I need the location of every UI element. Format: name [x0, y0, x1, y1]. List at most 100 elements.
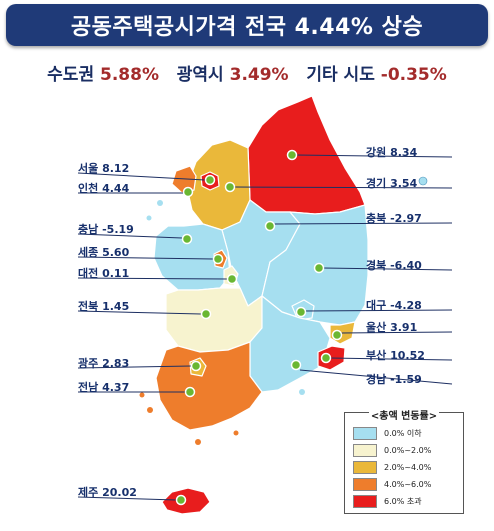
marker-seoul	[204, 174, 216, 186]
label-daejeon-value: 0.11	[102, 267, 130, 280]
leader-line-chungbuk	[273, 222, 453, 225]
label-incheon-name: 인천	[78, 182, 99, 195]
title-banner: 공동주택공시가격 전국 4.44% 상승	[6, 4, 488, 46]
label-sejong-value: 5.60	[102, 246, 130, 259]
island-west-2	[146, 215, 152, 221]
label-daegu-value: -4.28	[390, 299, 422, 312]
leader-line-daejeon	[77, 277, 228, 280]
marker-gyeonggi	[224, 181, 236, 193]
leader-line-chungnam	[77, 233, 183, 239]
island-geoje	[299, 389, 305, 395]
legend-item: 6.0% 초과	[353, 494, 422, 508]
label-jeonnam: 전남 4.37	[78, 379, 129, 395]
marker-chungbuk	[264, 220, 276, 232]
island-ulleung	[418, 176, 428, 186]
marker-ulsan	[331, 329, 343, 341]
region-incheon	[171, 165, 197, 194]
legend-item: 2.0%~4.0%	[353, 460, 432, 474]
marker-jeju	[175, 494, 187, 506]
marker-jeonbuk	[200, 308, 212, 320]
marker-gwangju	[190, 360, 202, 372]
label-gyeongnam: 경남 -1.59	[366, 371, 422, 387]
label-jeonbuk-name: 전북	[78, 300, 99, 313]
island-south-2	[233, 430, 239, 436]
label-busan-name: 부산	[366, 349, 387, 362]
summary-label-capital: 수도권	[47, 65, 95, 85]
label-jeonbuk-value: 1.45	[102, 300, 130, 313]
label-chungnam: 충남 -5.19	[78, 221, 134, 237]
label-gangwon-name: 강원	[366, 146, 387, 159]
label-busan-value: 10.52	[390, 349, 425, 362]
map-legend: <총액 변동률> 0.0% 이하 0.0%~2.0% 2.0%~4.0% 4.0…	[344, 411, 464, 514]
label-seoul: 서울 8.12	[78, 160, 129, 176]
label-busan: 부산 10.52	[366, 347, 425, 363]
summary-value-capital: 5.88%	[100, 65, 159, 85]
label-seoul-value: 8.12	[102, 162, 130, 175]
label-ulsan-value: 3.91	[390, 321, 418, 334]
island-south-1	[195, 439, 201, 445]
summary-label-other: 기타 시도	[306, 65, 375, 85]
label-gyeongnam-value: -1.59	[390, 373, 422, 386]
marker-daegu	[295, 306, 307, 318]
label-incheon: 인천 4.44	[78, 180, 129, 196]
leader-line-jeju	[77, 496, 177, 501]
leader-line-daegu	[304, 309, 453, 312]
label-jeju-name: 제주	[78, 486, 99, 499]
label-chungbuk: 충북 -2.97	[366, 210, 422, 226]
label-jeonnam-name: 전남	[78, 381, 99, 394]
label-chungnam-value: -5.19	[102, 223, 134, 236]
legend-swatch	[353, 494, 377, 508]
island-west-1	[157, 200, 163, 206]
leader-line-seoul	[77, 172, 206, 181]
legend-swatch	[353, 460, 377, 474]
legend-label: 2.0%~4.0%	[384, 462, 432, 472]
label-gangwon: 강원 8.34	[366, 144, 417, 160]
summary-line: 수도권 5.88% 광역시 3.49% 기타 시도 -0.35%	[0, 60, 494, 85]
marker-gyeongnam	[290, 359, 302, 371]
legend-label: 0.0% 이하	[384, 428, 422, 438]
marker-sejong	[212, 253, 224, 265]
label-daejeon: 대전 0.11	[78, 265, 129, 281]
leader-line-gangwon	[295, 154, 453, 158]
label-gwangju: 광주 2.83	[78, 355, 129, 371]
island-southwest-1	[147, 407, 153, 413]
label-gyeongnam-name: 경남	[366, 373, 387, 386]
label-gyeongbuk-name: 경북	[366, 259, 387, 272]
legend-swatch	[353, 443, 377, 457]
leader-line-sejong	[77, 256, 214, 260]
legend-item: 0.0% 이하	[353, 426, 422, 440]
summary-value-other: -0.35%	[380, 65, 447, 85]
label-chungbuk-name: 충북	[366, 212, 387, 225]
label-jeonbuk: 전북 1.45	[78, 298, 129, 314]
label-jeonnam-value: 4.37	[102, 381, 130, 394]
marker-gyeongbuk	[313, 262, 325, 274]
marker-busan	[320, 352, 332, 364]
legend-item: 4.0%~6.0%	[353, 477, 432, 491]
legend-swatch	[353, 426, 377, 440]
leader-line-gyeonggi	[233, 186, 453, 189]
marker-jeonnam	[184, 386, 196, 398]
label-gyeongbuk-value: -6.40	[390, 259, 422, 272]
label-gangwon-value: 8.34	[390, 146, 418, 159]
label-seoul-name: 서울	[78, 162, 99, 175]
label-daegu: 대구 -4.28	[366, 297, 422, 313]
legend-label: 4.0%~6.0%	[384, 479, 432, 489]
label-gwangju-value: 2.83	[102, 357, 130, 370]
label-sejong-name: 세종	[78, 246, 99, 259]
label-jeju-value: 20.02	[102, 486, 137, 499]
label-sejong: 세종 5.60	[78, 244, 129, 260]
legend-title: <총액 변동률>	[368, 411, 440, 422]
leader-line-jeonbuk	[77, 310, 202, 315]
label-gwangju-name: 광주	[78, 357, 99, 370]
leader-line-ulsan	[340, 331, 453, 334]
leader-line-gyeongnam	[299, 369, 453, 385]
island-southwest-2	[139, 392, 145, 398]
label-daejeon-name: 대전	[78, 267, 99, 280]
label-chungbuk-value: -2.97	[390, 212, 422, 225]
marker-gangwon	[286, 149, 298, 161]
region-jeonnam	[155, 341, 263, 431]
marker-daejeon	[226, 273, 238, 285]
legend-swatch	[353, 477, 377, 491]
marker-incheon	[182, 186, 194, 198]
